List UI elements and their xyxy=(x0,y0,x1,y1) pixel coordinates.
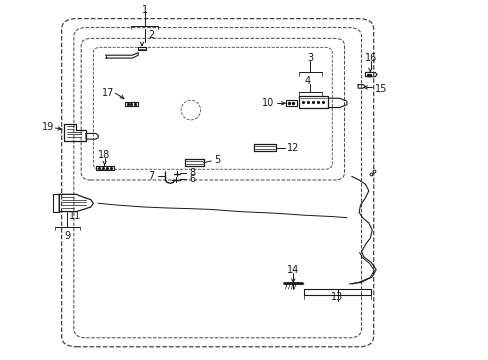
FancyBboxPatch shape xyxy=(61,19,373,347)
Text: 12: 12 xyxy=(286,143,299,153)
Text: 16: 16 xyxy=(365,53,377,63)
Ellipse shape xyxy=(181,100,200,120)
Text: 7: 7 xyxy=(147,171,154,181)
Text: 19: 19 xyxy=(42,122,55,132)
Text: 13: 13 xyxy=(330,292,343,302)
Text: 2: 2 xyxy=(147,30,154,40)
Text: 5: 5 xyxy=(214,155,221,165)
Text: 9: 9 xyxy=(64,231,70,240)
Text: 11: 11 xyxy=(68,211,81,221)
Text: 1: 1 xyxy=(141,5,147,15)
Text: 8: 8 xyxy=(189,168,195,178)
Text: 15: 15 xyxy=(374,84,386,94)
Text: 18: 18 xyxy=(98,150,110,160)
Text: 17: 17 xyxy=(102,88,114,98)
Text: 3: 3 xyxy=(306,53,313,63)
Text: 14: 14 xyxy=(286,265,299,275)
FancyBboxPatch shape xyxy=(74,28,361,338)
FancyBboxPatch shape xyxy=(81,39,344,180)
Text: 4: 4 xyxy=(304,76,310,86)
FancyBboxPatch shape xyxy=(93,47,331,169)
Text: 6: 6 xyxy=(189,174,195,184)
Text: 10: 10 xyxy=(261,98,273,108)
